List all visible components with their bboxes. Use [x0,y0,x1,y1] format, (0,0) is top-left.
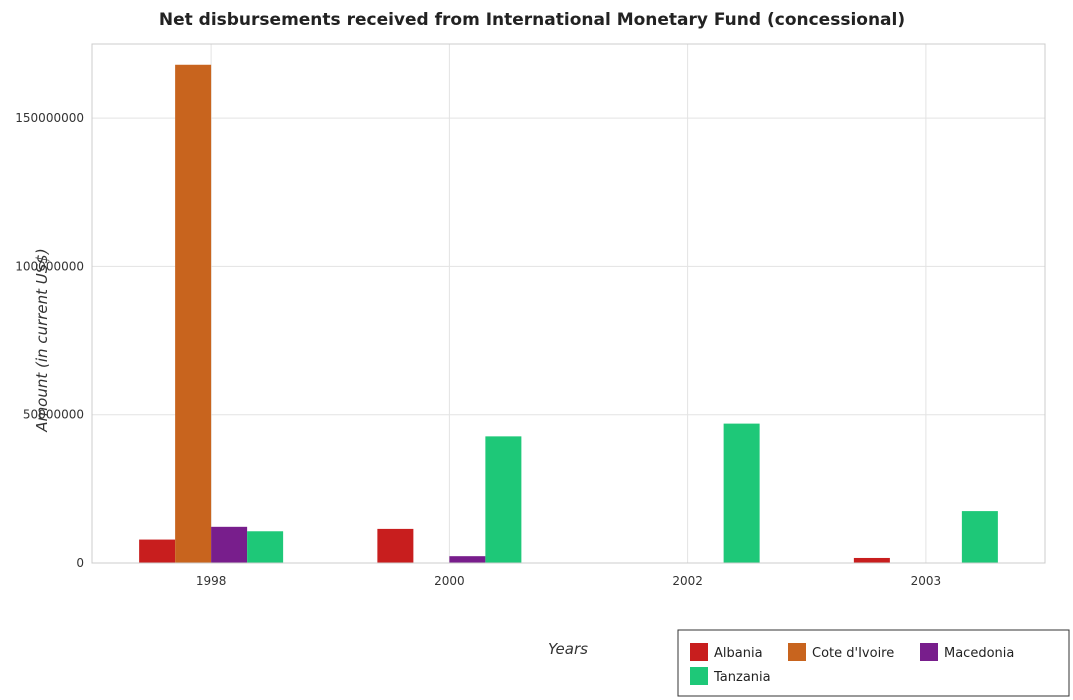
legend-swatch [690,643,708,661]
bars [139,64,998,563]
x-tick-label: 1998 [196,574,227,588]
bar-tanzania-2003 [961,511,998,563]
y-tick-label: 0 [76,556,84,570]
grid [92,44,1045,564]
y-tick-label: 100000000 [15,259,84,273]
legend-label: Albania [714,646,763,661]
bar-tanzania-2000 [485,436,522,563]
x-tick-label: 2002 [672,574,703,588]
legend-swatch [920,643,938,661]
legend-label: Macedonia [944,646,1014,661]
bar-cote-d-ivoire-1998 [175,64,212,563]
legend-label: Tanzania [713,670,771,685]
x-tick-label: 2003 [911,574,942,588]
bar-macedonia-1998 [211,526,248,563]
legend-swatch [788,643,806,661]
x-tick-label: 2000 [434,574,465,588]
legend: Albania Cote d'Ivoire Macedonia Tanzania [677,629,1070,697]
axes: 0 50000000 100000000 150000000 1998 2000 2002 2… [15,43,1046,588]
bar-tanzania-2002 [723,423,760,563]
y-tick-label: 150000000 [15,111,84,125]
x-axis-label: Years [548,640,588,658]
legend-box [677,629,1070,697]
legend-label: Cote d'Ivoire [812,646,894,661]
chart-title: Net disbursements received from Internat… [159,10,905,30]
y-axis-label: Amount (in current US$) [33,248,51,432]
bar-albania-2000 [377,528,414,563]
bar-tanzania-1998 [247,531,284,563]
plot-frame [91,43,1046,564]
bar-albania-2003 [853,557,890,563]
bar-albania-1998 [139,539,176,563]
y-tick-label: 50000000 [23,408,84,422]
bar-macedonia-2000 [449,556,486,563]
legend-swatch [690,667,708,685]
